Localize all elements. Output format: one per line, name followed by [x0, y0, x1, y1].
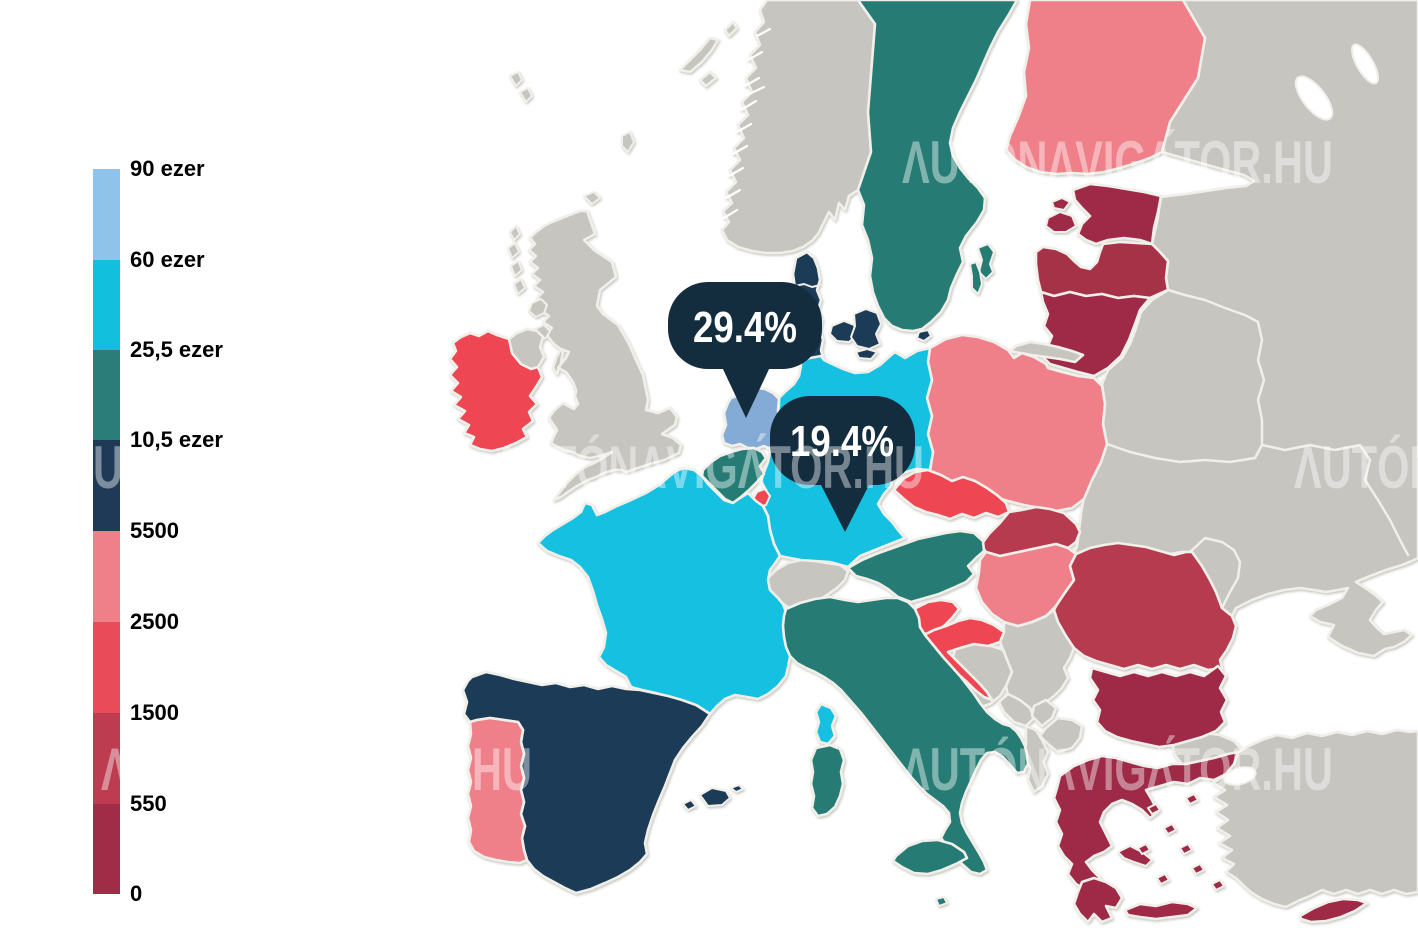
svg-text:60 ezer: 60 ezer	[130, 247, 205, 272]
svg-text:ΛUTÓNΛVIGΛ́TOR.HU: ΛUTÓNΛVIGΛ́TOR.HU	[1294, 434, 1418, 501]
svg-text:ΛUTÓNΛVIGΛ́TOR.HU: ΛUTÓNΛVIGΛ́TOR.HU	[101, 736, 532, 803]
svg-text:0: 0	[130, 881, 142, 906]
svg-text:ΛUTÓNΛVIGΛ́TOR.HU: ΛUTÓNΛVIGΛ́TOR.HU	[0, 434, 123, 501]
svg-text:25,5 ezer: 25,5 ezer	[130, 337, 223, 362]
svg-text:19.4%: 19.4%	[790, 417, 894, 466]
svg-text:1500: 1500	[130, 700, 179, 725]
svg-text:10,5 ezer: 10,5 ezer	[130, 427, 223, 452]
svg-text:550: 550	[130, 791, 167, 816]
svg-text:ΛUTÓNΛVIGΛ́TOR.HU: ΛUTÓNΛVIGΛ́TOR.HU	[902, 129, 1333, 196]
svg-text:90 ezer: 90 ezer	[130, 156, 205, 181]
svg-text:ΛUTÓNΛVIGΛ́TOR.HU: ΛUTÓNΛVIGΛ́TOR.HU	[902, 736, 1333, 803]
svg-text:29.4%: 29.4%	[693, 303, 797, 352]
svg-text:2500: 2500	[130, 609, 179, 634]
svg-text:5500: 5500	[130, 518, 179, 543]
svg-text:ΛUTÓNΛVIGΛ́TOR.HU: ΛUTÓNΛVIGΛ́TOR.HU	[493, 434, 924, 501]
